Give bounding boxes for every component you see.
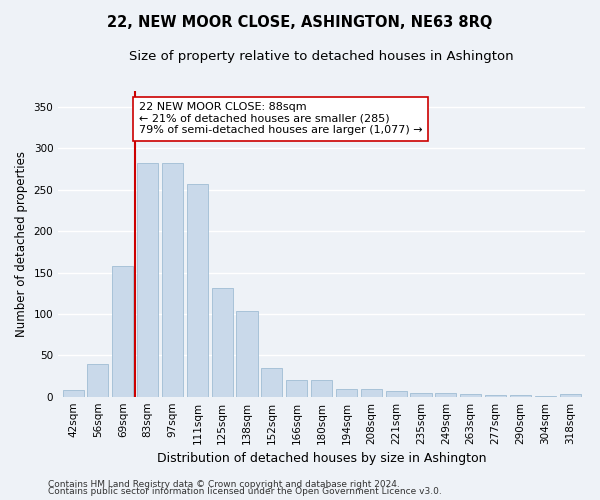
Bar (286, 380, 307, 396)
Bar (162, 162, 183, 396)
Bar (262, 368, 283, 396)
Text: 22 NEW MOOR CLOSE: 88sqm
← 21% of detached houses are smaller (285)
79% of semi-: 22 NEW MOOR CLOSE: 88sqm ← 21% of detach… (139, 102, 422, 136)
Bar (460, 394, 481, 396)
Bar (311, 380, 332, 396)
Bar (88, 364, 109, 396)
Bar (112, 266, 133, 396)
Bar (336, 389, 357, 396)
Bar (510, 395, 531, 396)
Title: Size of property relative to detached houses in Ashington: Size of property relative to detached ho… (129, 50, 514, 63)
Bar (560, 394, 581, 396)
Bar (187, 184, 208, 396)
Bar (62, 390, 83, 396)
Text: 22, NEW MOOR CLOSE, ASHINGTON, NE63 8RQ: 22, NEW MOOR CLOSE, ASHINGTON, NE63 8RQ (107, 15, 493, 30)
Bar (435, 394, 457, 396)
Y-axis label: Number of detached properties: Number of detached properties (15, 150, 28, 336)
Bar (361, 389, 382, 396)
Text: Contains HM Land Registry data © Crown copyright and database right 2024.: Contains HM Land Registry data © Crown c… (48, 480, 400, 489)
Bar (212, 288, 233, 397)
Bar (485, 395, 506, 396)
X-axis label: Distribution of detached houses by size in Ashington: Distribution of detached houses by size … (157, 452, 487, 465)
Bar (410, 392, 431, 396)
Bar (137, 162, 158, 396)
Bar (236, 312, 257, 396)
Text: Contains public sector information licensed under the Open Government Licence v3: Contains public sector information licen… (48, 487, 442, 496)
Bar (386, 391, 407, 396)
